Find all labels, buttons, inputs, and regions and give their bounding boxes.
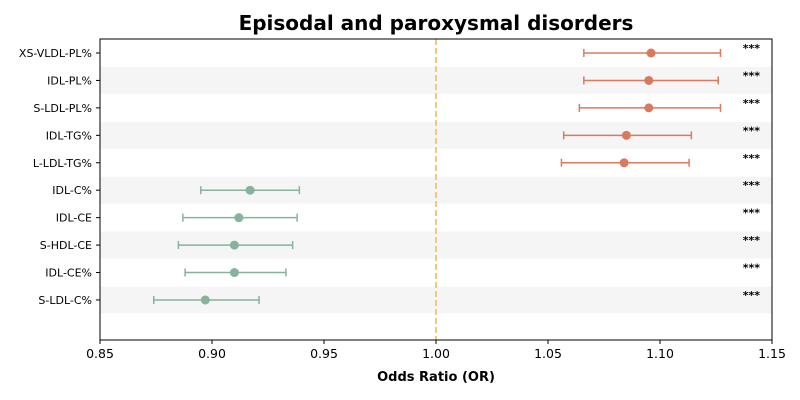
- x-tick-label: 0.95: [310, 346, 338, 361]
- or-point: [245, 185, 255, 195]
- category-label: IDL-PL%: [47, 74, 92, 87]
- category-label: L-LDL-TG%: [33, 157, 92, 170]
- significance-label: ***: [743, 262, 761, 275]
- or-point: [229, 268, 239, 278]
- or-point: [229, 240, 239, 250]
- or-point: [621, 130, 631, 140]
- forest-row: IDL-TG% ***: [46, 124, 761, 142]
- forest-row: S-LDL-C% ***: [38, 289, 760, 307]
- x-axis-label: Odds Ratio (OR): [377, 370, 495, 385]
- forest-row: XS-VLDL-PL% ***: [19, 42, 760, 60]
- significance-label: ***: [743, 42, 761, 55]
- category-label: IDL-TG%: [46, 129, 92, 142]
- or-point: [234, 213, 244, 223]
- significance-label: ***: [743, 234, 761, 247]
- significance-label: ***: [743, 124, 761, 137]
- forest-row: S-HDL-CE ***: [40, 234, 760, 252]
- forest-row: IDL-PL% ***: [47, 69, 760, 87]
- forest-row: S-LDL-PL% ***: [33, 97, 760, 115]
- or-point: [200, 295, 210, 305]
- category-label: IDL-CE: [56, 212, 92, 225]
- or-point: [644, 75, 654, 85]
- x-tick-label: 1.00: [422, 346, 450, 361]
- category-label: S-LDL-C%: [38, 294, 92, 307]
- x-tick-label: 1.05: [534, 346, 562, 361]
- x-tick-label: 0.90: [198, 346, 226, 361]
- forest-row: IDL-CE% ***: [45, 262, 760, 280]
- category-label: XS-VLDL-PL%: [19, 47, 92, 60]
- x-tick-label: 0.85: [86, 346, 114, 361]
- x-tick-label: 1.10: [646, 346, 674, 361]
- forest-row: IDL-C% ***: [52, 179, 760, 197]
- forest-row: IDL-CE ***: [56, 207, 760, 225]
- forest-row: L-LDL-TG% ***: [33, 152, 760, 170]
- significance-label: ***: [743, 97, 761, 110]
- significance-label: ***: [743, 152, 761, 165]
- category-label: S-LDL-PL%: [33, 102, 92, 115]
- x-axis: 0.85 0.90 0.95 1.00 1.05 1.10 1.15: [86, 340, 786, 361]
- x-tick-label: 1.15: [758, 346, 786, 361]
- significance-label: ***: [743, 289, 761, 302]
- significance-label: ***: [743, 69, 761, 82]
- chart-title: Episodal and paroxysmal disorders: [239, 11, 634, 35]
- or-point: [619, 158, 629, 168]
- significance-label: ***: [743, 179, 761, 192]
- category-label: IDL-C%: [52, 184, 92, 197]
- significance-label: ***: [743, 207, 761, 220]
- category-label: S-HDL-CE: [40, 239, 92, 252]
- or-point: [644, 103, 654, 113]
- or-point: [646, 48, 656, 58]
- rows-group: XS-VLDL-PL% ***IDL-PL% ***S-LDL-PL% ***IDL-…: [19, 42, 760, 307]
- category-label: IDL-CE%: [45, 267, 92, 280]
